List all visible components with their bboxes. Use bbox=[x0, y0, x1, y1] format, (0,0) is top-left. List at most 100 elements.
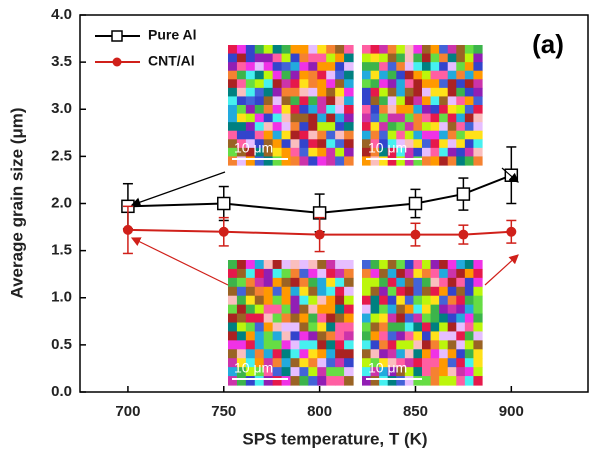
grain bbox=[379, 62, 389, 72]
grain bbox=[379, 122, 389, 132]
grain bbox=[326, 331, 336, 341]
grain bbox=[254, 70, 265, 80]
grain bbox=[228, 62, 238, 72]
grain bbox=[317, 96, 327, 106]
grain bbox=[456, 367, 466, 377]
grain bbox=[281, 139, 292, 149]
grain bbox=[430, 277, 440, 288]
grain bbox=[281, 322, 292, 333]
grain bbox=[228, 105, 238, 115]
grain bbox=[290, 358, 301, 368]
grain bbox=[456, 79, 466, 89]
grain bbox=[272, 147, 283, 158]
grain bbox=[263, 313, 274, 324]
grain bbox=[439, 130, 449, 140]
grain bbox=[308, 62, 318, 72]
grain bbox=[272, 130, 283, 140]
grain bbox=[326, 87, 336, 98]
grain bbox=[299, 79, 309, 89]
grain bbox=[335, 45, 345, 55]
grain bbox=[430, 130, 440, 140]
grain bbox=[228, 130, 238, 140]
grain bbox=[236, 358, 247, 368]
grain bbox=[404, 304, 415, 315]
grain bbox=[396, 268, 406, 279]
grain bbox=[456, 277, 466, 288]
grain bbox=[228, 147, 238, 158]
grain bbox=[362, 376, 372, 386]
legend-marker bbox=[111, 30, 123, 42]
grain bbox=[422, 130, 432, 140]
marker bbox=[506, 226, 517, 237]
grain bbox=[370, 53, 380, 63]
grain bbox=[263, 277, 274, 288]
grain bbox=[362, 349, 372, 359]
grain bbox=[228, 349, 238, 359]
grain bbox=[396, 87, 406, 98]
grain bbox=[245, 62, 256, 72]
grain bbox=[413, 87, 423, 98]
grain bbox=[370, 45, 380, 55]
grain bbox=[245, 268, 256, 279]
grain bbox=[254, 130, 265, 140]
grain bbox=[299, 113, 309, 123]
grain bbox=[263, 70, 274, 80]
grain bbox=[335, 53, 345, 63]
grain bbox=[413, 70, 423, 80]
grain bbox=[413, 79, 423, 89]
grain bbox=[254, 113, 265, 123]
grain bbox=[387, 122, 397, 132]
grain bbox=[281, 87, 292, 98]
grain bbox=[413, 331, 423, 341]
grain bbox=[245, 96, 256, 106]
grain bbox=[447, 96, 457, 106]
grain bbox=[422, 122, 432, 132]
grain bbox=[456, 260, 466, 270]
grain bbox=[344, 295, 354, 306]
grain bbox=[263, 349, 274, 359]
grain bbox=[413, 62, 423, 72]
grain bbox=[335, 313, 345, 324]
grain bbox=[281, 340, 292, 350]
grain bbox=[281, 313, 292, 324]
grain bbox=[326, 286, 336, 297]
grain bbox=[254, 122, 265, 132]
grain bbox=[362, 96, 372, 106]
grain bbox=[254, 139, 265, 149]
grain bbox=[281, 62, 292, 72]
grain bbox=[308, 122, 318, 132]
grain bbox=[281, 331, 292, 341]
grain bbox=[473, 367, 483, 377]
grain bbox=[317, 349, 327, 359]
grain bbox=[281, 70, 292, 80]
grain bbox=[245, 367, 256, 377]
grain bbox=[447, 295, 457, 306]
grain bbox=[245, 87, 256, 98]
grain bbox=[370, 322, 380, 333]
grain bbox=[422, 277, 432, 288]
grain bbox=[464, 45, 475, 55]
grain bbox=[387, 45, 397, 55]
grain bbox=[236, 62, 247, 72]
grain bbox=[236, 322, 247, 333]
grain bbox=[379, 286, 389, 297]
marker bbox=[314, 229, 325, 240]
grain bbox=[290, 268, 301, 279]
grain bbox=[430, 304, 440, 315]
grain bbox=[308, 79, 318, 89]
grain bbox=[464, 322, 475, 333]
grain bbox=[404, 122, 415, 132]
grain bbox=[422, 304, 432, 315]
y-tick-label: 0.5 bbox=[51, 336, 72, 353]
grain bbox=[379, 45, 389, 55]
grain bbox=[456, 45, 466, 55]
grain bbox=[396, 122, 406, 132]
grain bbox=[326, 349, 336, 359]
grain bbox=[396, 286, 406, 297]
x-axis-title: SPS temperature, T (K) bbox=[242, 429, 427, 448]
grain bbox=[447, 53, 457, 63]
grain bbox=[281, 96, 292, 106]
grain bbox=[299, 367, 309, 377]
grain bbox=[272, 122, 283, 132]
